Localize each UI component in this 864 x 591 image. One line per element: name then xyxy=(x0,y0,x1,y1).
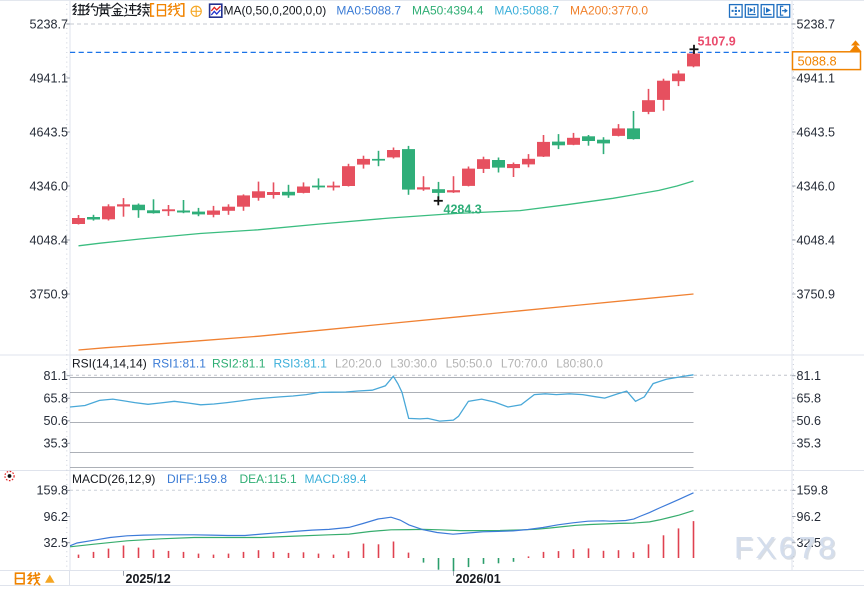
svg-text:4643.5: 4643.5 xyxy=(797,125,836,139)
svg-text:5238.7: 5238.7 xyxy=(797,17,836,31)
svg-text:MACD(26,12,9): MACD(26,12,9) xyxy=(72,472,155,486)
svg-text:RSI2:81.1: RSI2:81.1 xyxy=(212,357,266,371)
svg-text:81.1: 81.1 xyxy=(43,369,68,383)
svg-text:L50:50.0: L50:50.0 xyxy=(446,357,493,371)
svg-text:35.3: 35.3 xyxy=(43,437,68,451)
svg-text:96.2: 96.2 xyxy=(797,510,822,524)
svg-text:159.8: 159.8 xyxy=(797,484,829,498)
svg-text:5088.8: 5088.8 xyxy=(798,54,837,69)
svg-text:32.5: 32.5 xyxy=(43,536,68,550)
svg-text:2025/12: 2025/12 xyxy=(126,572,171,586)
svg-text:4284.3: 4284.3 xyxy=(444,203,482,217)
svg-text:32.5: 32.5 xyxy=(797,536,822,550)
svg-text:50.6: 50.6 xyxy=(797,414,822,428)
svg-text:RSI3:81.1: RSI3:81.1 xyxy=(274,357,328,371)
svg-text:5238.7: 5238.7 xyxy=(29,17,68,31)
svg-text:L70:70.0: L70:70.0 xyxy=(501,357,548,371)
svg-text:MA0:5088.7: MA0:5088.7 xyxy=(494,4,559,18)
svg-text:4643.5: 4643.5 xyxy=(29,125,68,139)
svg-text:2026/01: 2026/01 xyxy=(456,572,501,586)
svg-text:4048.4: 4048.4 xyxy=(797,233,836,247)
svg-text:50.6: 50.6 xyxy=(43,414,68,428)
svg-text:81.1: 81.1 xyxy=(797,369,822,383)
svg-text:MACD:89.4: MACD:89.4 xyxy=(305,472,367,486)
svg-text:3750.9: 3750.9 xyxy=(797,287,836,301)
svg-text:4941.1: 4941.1 xyxy=(797,71,836,85)
svg-text:MA0:5088.7: MA0:5088.7 xyxy=(336,4,401,18)
svg-text:MA50:4394.4: MA50:4394.4 xyxy=(412,4,484,18)
svg-text:35.3: 35.3 xyxy=(797,437,822,451)
svg-text:4048.4: 4048.4 xyxy=(29,233,68,247)
svg-text:DEA:115.1: DEA:115.1 xyxy=(240,472,297,486)
svg-text:RSI(14,14,14): RSI(14,14,14) xyxy=(72,357,147,371)
svg-text:159.8: 159.8 xyxy=(36,484,68,498)
svg-text:FX678: FX678 xyxy=(736,532,840,567)
svg-text:4941.1: 4941.1 xyxy=(29,71,68,85)
svg-text:3750.9: 3750.9 xyxy=(29,287,68,301)
svg-text:MA(0,50,0,200,0,0): MA(0,50,0,200,0,0) xyxy=(224,4,327,18)
svg-text:96.2: 96.2 xyxy=(43,510,68,524)
svg-text:5107.9: 5107.9 xyxy=(698,35,736,49)
svg-text:65.8: 65.8 xyxy=(797,392,822,406)
svg-text:RSI1:81.1: RSI1:81.1 xyxy=(153,357,207,371)
svg-text:L30:30.0: L30:30.0 xyxy=(390,357,437,371)
svg-text:FX678: FX678 xyxy=(734,530,838,565)
svg-text:4346.0: 4346.0 xyxy=(797,179,836,193)
svg-text:MA200:3770.0: MA200:3770.0 xyxy=(570,4,648,18)
svg-text:4346.0: 4346.0 xyxy=(29,179,68,193)
svg-text:65.8: 65.8 xyxy=(43,392,68,406)
svg-text:DIFF:159.8: DIFF:159.8 xyxy=(167,472,227,486)
svg-text:L20:20.0: L20:20.0 xyxy=(335,357,382,371)
svg-text:L80:80.0: L80:80.0 xyxy=(556,357,603,371)
